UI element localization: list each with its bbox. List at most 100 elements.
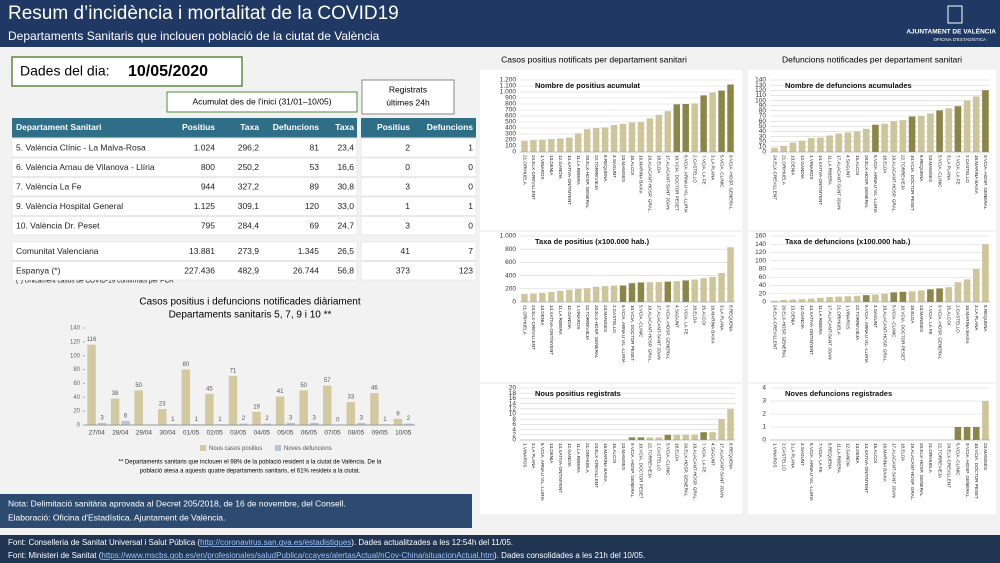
source-line: Font: Conselleria de Sanitat Universal i…: [8, 538, 513, 547]
y-tick-label: 60: [759, 118, 767, 125]
x-tick-label: 1.VINAROS: [809, 155, 814, 180]
bar: [583, 129, 591, 152]
bar: [121, 420, 130, 425]
table-row-bg: [11, 157, 358, 177]
x-tick-label: 23.MANISES: [603, 305, 608, 332]
x-tick-label: 1.VINAROS: [540, 155, 545, 180]
bar: [592, 286, 600, 302]
x-tick-label: 18.ELDA: [910, 305, 915, 324]
bar: [853, 131, 861, 152]
x-tick-label: 8.REQUENA: [919, 155, 924, 182]
x-tick-label: 10.VCIA. DOCTOR PESET: [974, 443, 979, 499]
y-tick-label: 2: [512, 432, 516, 439]
bar: [530, 140, 537, 152]
x-tick-label: 10.VCIA. DOCTOR PESET: [639, 443, 644, 499]
column-header: Departament Sanitari: [16, 122, 102, 132]
y-tick-label: 800: [505, 246, 516, 253]
bar: [890, 292, 898, 302]
y-tick-label: 70: [759, 113, 767, 120]
x-tick-label: 17.ALACANT-SANT JOAN: [892, 443, 897, 498]
chart-background: [748, 232, 996, 382]
legend-swatch: [275, 445, 281, 451]
bar: [853, 295, 861, 302]
chart-title: Casos positius i defuncions notificades …: [139, 297, 360, 308]
x-tick-label: 3.LA PLANA: [531, 443, 536, 469]
bar: [718, 90, 725, 152]
x-tick-label: 22.TORREVIEJA: [585, 305, 590, 341]
x-tick-label: 28/04: [112, 430, 129, 437]
y-tick-label: 0: [762, 149, 766, 156]
x-tick-label: 5.VCIA.-CLINIC: [719, 155, 724, 188]
value-label: 50: [300, 383, 307, 389]
bar: [566, 137, 573, 152]
x-tick-label: 4.SAGUNT: [710, 443, 715, 466]
x-tick-label: 02/05: [207, 430, 224, 437]
y-tick-label: 600: [505, 113, 516, 120]
x-tick-label: 17.ALACANT-SANT JOAN: [719, 443, 724, 498]
bar: [700, 432, 707, 440]
x-tick-label: 15.ALCOI: [701, 305, 706, 325]
x-tick-label: 19.ALACANT-HOSP. GRAL.: [648, 305, 653, 363]
bar: [673, 104, 680, 152]
x-tick-label: 3.LA PLANA: [719, 305, 724, 331]
bar: [862, 128, 870, 152]
y-tick-label: 200: [505, 286, 516, 293]
group-label: Registrats: [389, 84, 427, 94]
x-tick-label: 8.REQUENA: [728, 305, 733, 332]
y-tick-label: 100: [505, 143, 516, 150]
bar: [539, 139, 546, 152]
x-tick-label: 13.DENIA: [540, 305, 545, 326]
bar: [682, 280, 689, 302]
table-cell: 0: [468, 182, 473, 192]
x-tick-label: 18.ELDA: [901, 443, 906, 462]
y-tick-label: 160: [755, 233, 766, 240]
x-tick-label: 19.ALACANT-HOSP. GRAL.: [882, 305, 887, 363]
bar: [691, 279, 698, 302]
source-link[interactable]: http://coronavirus.san.gva.es/estadistiq…: [200, 538, 351, 547]
x-tick-label: 6.VCIA. ARNAU VIL.-LLIRIA: [809, 443, 814, 502]
group-box: [166, 91, 358, 113]
value-label: 116: [87, 337, 97, 343]
bar: [899, 291, 907, 302]
logo-text: AJUNTAMENT DE VALÈNCIA: [906, 27, 996, 36]
x-tick-label: 03/05: [230, 430, 247, 437]
value-label: 33: [347, 395, 354, 401]
y-tick-label: 1.000: [500, 89, 517, 96]
bar: [575, 133, 582, 152]
bar: [872, 294, 879, 302]
table-cell: 0: [468, 162, 473, 172]
x-tick-label: 17.ALACANT-SANT JOAN: [827, 305, 832, 360]
bar: [954, 282, 962, 302]
value-label: 1: [218, 417, 222, 423]
y-tick-label: 60: [73, 381, 80, 387]
x-tick-label: 10.VCIA. DOCTOR PESET: [630, 305, 635, 361]
x-tick-label: 10.VCIA. DOCTOR PESET: [901, 305, 906, 361]
x-tick-label: 14.XATIVA-ONTINYENT: [864, 443, 869, 493]
x-tick-label: 08/05: [348, 430, 365, 437]
x-tick-label: 2.CASTELLO: [956, 305, 961, 333]
legend-swatch: [200, 445, 206, 451]
bar: [927, 113, 934, 152]
x-tick-label: 12.GANDIA: [558, 155, 563, 180]
x-tick-label: 17.ALACANT-SANT JOAN: [837, 155, 842, 210]
bar: [835, 133, 843, 152]
bar: [557, 138, 564, 152]
y-tick-label: 200: [505, 137, 516, 144]
y-tick-label: 3: [762, 398, 766, 405]
chart-background: [748, 384, 996, 514]
x-tick-label: 15.ALCOI: [873, 443, 878, 463]
source-link[interactable]: https://www.mscbs.gob.es/en/profesionale…: [101, 551, 494, 560]
page-title: Resum d’incidència i mortalitat de la CO…: [8, 3, 399, 24]
y-tick-label: 600: [505, 259, 516, 266]
x-tick-label: 23.MANISES: [621, 155, 626, 182]
bar: [682, 434, 689, 440]
x-tick-label: 20.ELX-HOSP. GENERAL: [919, 443, 924, 497]
x-tick-label: 19.ALACANT-HOSP. GRAL.: [692, 443, 697, 501]
bar: [727, 84, 734, 152]
page-subtitle: Departaments Sanitaris que inclouen pobl…: [8, 29, 380, 43]
table-cell: 81: [310, 143, 320, 153]
bar: [972, 96, 980, 152]
table-cell: 33,0: [337, 201, 354, 211]
bar: [628, 283, 636, 302]
value-label: 80: [182, 362, 189, 368]
